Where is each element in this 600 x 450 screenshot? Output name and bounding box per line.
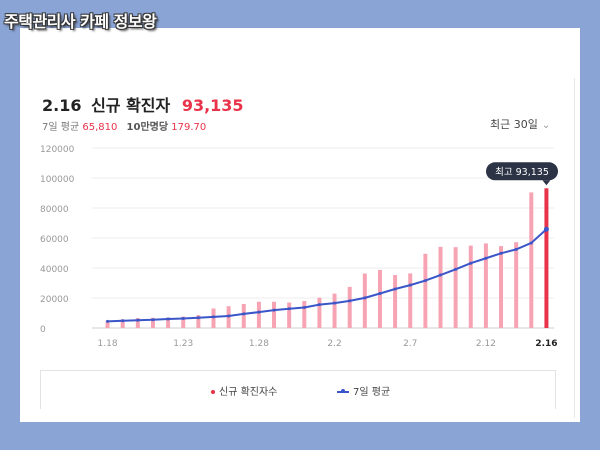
y-tick-label: 120000 (40, 145, 75, 155)
bar (468, 245, 473, 328)
avg-point (454, 267, 458, 271)
legend: 신규 확진자수 7일 평균 (40, 370, 556, 409)
divider (574, 78, 575, 418)
case-chart-card: 2.16 신규 확진자 93,135 7일 평균 65,810 10만명당 17… (20, 28, 580, 422)
bar (362, 273, 367, 328)
avg-point (514, 247, 518, 251)
y-tick-label: 20000 (40, 295, 69, 305)
summary-stats: 7일 평균 65,810 10만명당 179.70 (42, 118, 206, 133)
avg-point (136, 318, 140, 322)
avg-point (317, 303, 321, 307)
avg-point (287, 307, 291, 311)
cases-chart: 0 20000 40000 60000 80000 100000 120000 1.18 1.2… (40, 145, 558, 349)
bar (181, 316, 186, 328)
legend-item-new-cases[interactable]: 신규 확진자수 (211, 383, 277, 398)
avg-point (106, 319, 110, 323)
bar (393, 275, 398, 328)
avg-point (469, 261, 473, 265)
bar (302, 301, 307, 328)
x-tick-label: 2.16 (535, 339, 557, 349)
x-tick-label: 2.12 (476, 339, 496, 349)
x-tick-label: 2.2 (327, 339, 341, 349)
avg-point (151, 318, 155, 322)
peak-tooltip-text: 최고 93,135 (495, 167, 549, 178)
bar (514, 242, 519, 328)
x-tick-label: 2.7 (403, 339, 417, 349)
avg-point (423, 279, 427, 283)
bar (499, 246, 504, 328)
avg-point (393, 287, 397, 291)
bar (529, 192, 534, 328)
y-tick-label: 40000 (40, 265, 69, 275)
per100k-value: 179.70 (171, 122, 207, 133)
chevron-down-icon: ⌄ (541, 120, 551, 131)
avg-point (302, 305, 306, 309)
bar (241, 304, 246, 328)
bar (423, 253, 428, 328)
bar (166, 317, 171, 328)
bar (453, 247, 458, 328)
avg-point (439, 273, 442, 277)
headline: 2.16 신규 확진자 93,135 (42, 92, 244, 116)
avg-point (529, 241, 533, 245)
bar (135, 318, 140, 328)
avg-point (272, 308, 276, 312)
y-tick-label: 0 (40, 325, 46, 335)
headline-date: 2.16 (42, 96, 82, 115)
avg-line (107, 228, 548, 323)
peak-tooltip-pointer (542, 180, 551, 186)
bar (120, 319, 125, 328)
avg-point (212, 315, 215, 319)
bar (317, 297, 322, 328)
legend-swatch-bar (211, 390, 215, 394)
headline-count: 93,135 (181, 96, 244, 115)
bar (408, 273, 413, 328)
bar (347, 286, 352, 328)
range-select[interactable]: 최근 30일 ⌄ (490, 116, 550, 132)
avg-point (348, 299, 352, 303)
avg-point (196, 316, 200, 320)
x-tick-label: 1.28 (249, 339, 269, 349)
bar (150, 317, 155, 328)
avg-point (121, 319, 125, 323)
peak-tooltip-bg (486, 162, 558, 181)
bar (272, 301, 277, 328)
bar (377, 269, 382, 328)
x-tick-label: 1.23 (173, 339, 193, 349)
bar (287, 302, 292, 328)
x-tick-label: 1.18 (98, 339, 118, 349)
legend-label-new-cases: 신규 확진자수 (219, 387, 278, 398)
bar (256, 301, 261, 328)
avg-point (499, 251, 503, 255)
avg-point (333, 301, 337, 305)
range-select-label: 최근 30일 (490, 118, 538, 131)
avg-point (181, 317, 185, 321)
avg-point (408, 283, 412, 287)
bar (438, 246, 443, 328)
avg-label: 7일 평균 (42, 122, 80, 133)
watermark: 주택관리사 카페 정보왕 (4, 12, 157, 31)
avg-point (484, 256, 488, 260)
bar (332, 293, 337, 328)
y-tick-label: 100000 (40, 175, 75, 185)
per100k-label: 10만명당 (126, 122, 169, 133)
avg-value: 65,810 (82, 122, 118, 133)
avg-point (378, 292, 382, 295)
legend-item-avg[interactable]: 7일 평균 (337, 383, 390, 398)
y-tick-label: 80000 (40, 205, 69, 215)
avg-point (363, 296, 367, 300)
avg-point (543, 226, 549, 232)
avg-point (257, 310, 261, 314)
avg-point (242, 312, 246, 316)
legend-label-avg: 7일 평균 (353, 387, 391, 398)
legend-swatch-line (337, 389, 349, 393)
avg-point (227, 314, 231, 318)
bar-highlight (544, 188, 549, 328)
avg-point (166, 317, 170, 321)
bar (196, 315, 201, 328)
y-tick-label: 60000 (40, 235, 69, 245)
bar (105, 320, 110, 328)
bar (483, 243, 488, 328)
headline-label: 신규 확진자 (91, 96, 171, 115)
